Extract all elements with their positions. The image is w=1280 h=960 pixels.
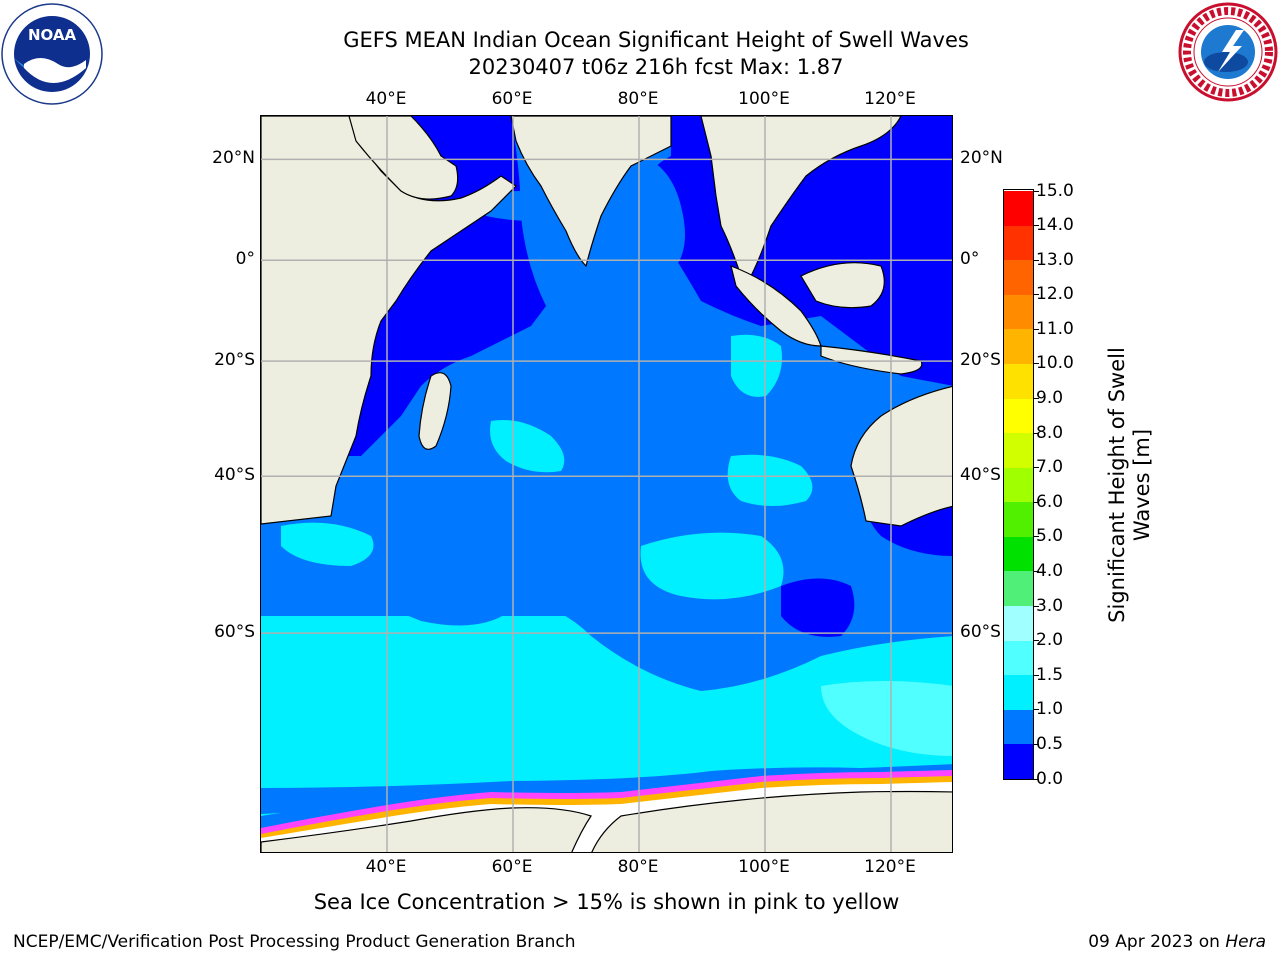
land-india: [510, 116, 672, 268]
longitude-label: 40°E: [365, 89, 407, 109]
longitude-label: 100°E: [738, 89, 790, 109]
land-antarctica-east: [591, 790, 952, 852]
latitude-label: 20°N: [960, 148, 1003, 169]
colorbar-segment: [1004, 570, 1033, 607]
swell-patch-sumatra: [731, 334, 782, 397]
colorbar-tick-label: 14.0: [1033, 215, 1074, 236]
colorbar-segment: [1004, 536, 1033, 572]
swell-patch-east: [727, 454, 813, 506]
footer-date-text: 09 Apr 2023 on: [1088, 932, 1226, 952]
colorbar-segment: [1004, 605, 1033, 641]
longitude-label: 100°E: [738, 857, 790, 877]
colorbar-tick-label: 9.0: [1032, 388, 1064, 409]
land-southeast-asia: [700, 116, 902, 277]
longitude-label: 40°E: [365, 857, 407, 877]
colorbar-tick-label: 7.0: [1032, 457, 1064, 478]
swell-patch-southwest: [281, 522, 374, 566]
colorbar-segment: [1004, 743, 1033, 779]
swell-patch-west: [490, 420, 565, 473]
swell-band-edge: [261, 601, 952, 691]
colorbar-tick-label: 5.0: [1032, 526, 1064, 547]
colorbar-segment: [1004, 467, 1033, 503]
colorbar-segment: [1004, 259, 1033, 295]
colorbar-segment: [1004, 328, 1033, 364]
latitude-label: 0°: [960, 249, 980, 270]
land-java: [820, 345, 923, 375]
longitude-label: 120°E: [864, 857, 916, 877]
colorbar-segment: [1004, 709, 1033, 745]
swell-band-mid: [561, 636, 952, 766]
longitude-label: 80°E: [617, 89, 659, 109]
swell-low-northeast: [381, 116, 952, 386]
map-subtitle-forecast: 20230407 t06z 216h fcst Max: 1.87: [468, 55, 844, 79]
colorbar-tick-label: 13.0: [1033, 249, 1074, 270]
colorbar-tick-label: 11.0: [1033, 318, 1074, 339]
map-title: GEFS MEAN Indian Ocean Significant Heigh…: [343, 28, 969, 52]
colorbar-segment: [1004, 294, 1033, 330]
colorbar-tick-label: 12.0: [1033, 284, 1074, 305]
latitude-label: 20°S: [960, 350, 1001, 371]
noaa-logo-text: NOAA: [28, 26, 77, 44]
latitude-label: 40°S: [960, 465, 1001, 486]
footer-credit: NCEP/EMC/Verification Post Processing Pr…: [13, 932, 576, 952]
colorbar-tick-label: 15.0: [1033, 180, 1074, 201]
colorbar: [1003, 189, 1034, 780]
colorbar-tick-label: 0.0: [1032, 768, 1064, 789]
land-madagascar: [418, 372, 452, 450]
footer-machine: Hera: [1225, 932, 1266, 952]
colorbar-segment: [1004, 674, 1033, 710]
colorbar-tick-label: 0.5: [1032, 733, 1064, 754]
swell-low-patch-south: [781, 578, 855, 637]
colorbar-segment: [1004, 501, 1033, 537]
colorbar-tick-label: 4.0: [1032, 560, 1064, 581]
latitude-label: 0°: [235, 249, 255, 270]
colorbar-tick-label: 1.0: [1032, 699, 1064, 720]
land-australia: [850, 385, 952, 527]
map-panel: [260, 115, 953, 853]
land-antarctica-west: [261, 807, 592, 852]
noaa-logo-icon: NOAA: [1, 3, 103, 105]
swell-patch-central: [640, 532, 784, 600]
footer-date: 09 Apr 2023 on Hera: [1088, 932, 1266, 952]
colorbar-segment: [1004, 398, 1033, 434]
longitude-label: 80°E: [617, 857, 659, 877]
land-arabia: [348, 116, 459, 200]
colorbar-segment: [1004, 225, 1033, 261]
swell-bay-of-bengal: [639, 156, 685, 266]
colorbar-segment: [1004, 363, 1033, 399]
colorbar-segment: [1004, 640, 1033, 676]
colorbar-tick-label: 10.0: [1033, 353, 1074, 374]
latitude-label: 60°S: [214, 622, 255, 643]
colorbar-tick-label: 1.5: [1032, 664, 1064, 685]
colorbar-tick-label: 3.0: [1032, 595, 1064, 616]
longitude-label: 120°E: [864, 89, 916, 109]
graticule: [261, 116, 952, 852]
colorbar-tick-label: 6.0: [1032, 491, 1064, 512]
latitude-label: 60°S: [960, 622, 1001, 643]
latitude-label: 20°S: [214, 350, 255, 371]
colorbar-label: Significant Height of Swell Waves [m]: [1105, 347, 1154, 623]
longitude-label: 60°E: [491, 857, 533, 877]
sea-ice-note: Sea Ice Concentration > 15% is shown in …: [313, 890, 900, 914]
colorbar-segment: [1004, 432, 1033, 468]
colorbar-tick-label: 2.0: [1032, 630, 1064, 651]
swell-band-high: [821, 681, 952, 756]
colorbar-segment: [1004, 190, 1033, 226]
land-borneo: [800, 262, 885, 309]
nws-logo-icon: [1178, 2, 1278, 102]
longitude-label: 60°E: [491, 89, 533, 109]
latitude-label: 20°N: [212, 148, 255, 169]
ocean-map: [261, 116, 952, 852]
latitude-label: 40°S: [214, 465, 255, 486]
colorbar-tick-label: 8.0: [1032, 422, 1064, 443]
